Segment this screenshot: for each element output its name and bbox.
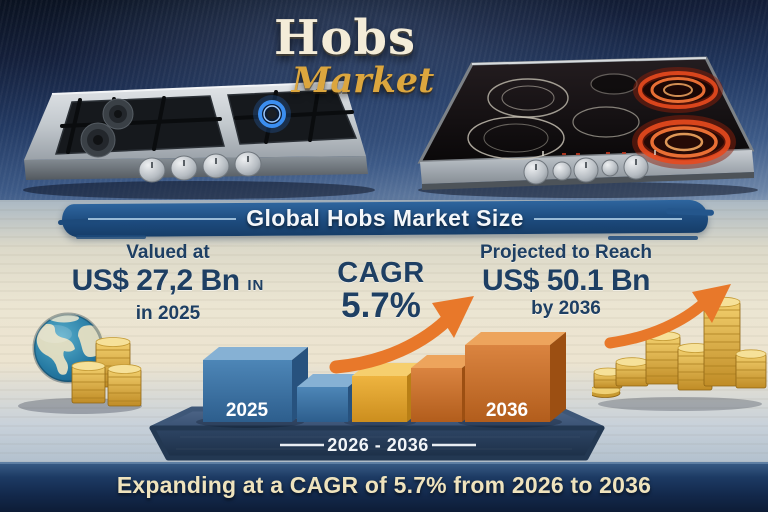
footer-label: Expanding at a CAGR of 5.7% from 2026 to…	[116, 472, 652, 498]
projected-period: by 2036	[531, 298, 601, 319]
bar-2036-label: 2036	[486, 400, 528, 421]
market-growth-chart: 2025 2036 2026 - 2036	[149, 332, 605, 461]
cagr-value: 5.7%	[341, 286, 421, 325]
induction-hob-image	[417, 56, 758, 198]
banner-line-right	[534, 218, 682, 220]
page-title: Hobs	[274, 10, 416, 66]
stat-projected: Projected to Reach US$ 50.1 Bn by 2036	[445, 242, 687, 320]
banner-label: Global Hobs Market Size	[246, 205, 524, 231]
bar-2025-label: 2025	[226, 400, 269, 421]
globe-coins-left	[18, 312, 142, 414]
projected-label: Projected to Reach	[479, 242, 653, 263]
gas-burners	[80, 95, 291, 158]
current-period: in 2025	[135, 303, 201, 324]
cagr-label: CAGR	[337, 257, 425, 289]
cooking-zones	[467, 73, 640, 160]
control-indicators	[542, 150, 656, 156]
gas-hob-image	[23, 81, 375, 199]
bar-2036	[465, 332, 566, 422]
title-block: Hobs Market	[200, 12, 490, 100]
current-value: US$ 27,2 Bn IN	[71, 264, 265, 297]
glowing-zones	[632, 67, 736, 169]
coins-left-icon	[71, 337, 142, 407]
stat-valued: Valued at US$ 27,2 Bn IN in 2025	[48, 242, 288, 325]
page-subtitle: Market	[291, 60, 435, 101]
section-banner: Global Hobs Market Size	[57, 197, 715, 241]
platform-period-label: 2026 - 2036	[327, 435, 429, 455]
gas-hob-knobs	[138, 151, 262, 183]
stat-cagr: CAGR 5.7%	[308, 258, 454, 324]
bottom-band	[0, 462, 768, 512]
current-value-suffix: IN	[247, 277, 265, 294]
banner-line-left	[88, 218, 236, 220]
projected-value: US$ 50.1 Bn	[482, 264, 650, 297]
induction-hob-knobs	[523, 154, 649, 185]
valued-at-label: Valued at	[126, 242, 210, 263]
